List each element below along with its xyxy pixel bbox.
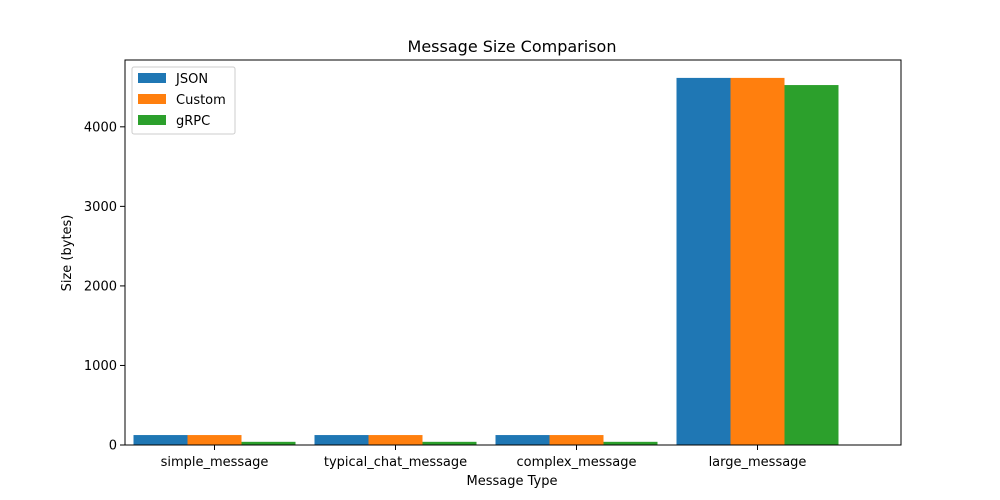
x-tick-label: simple_message (161, 455, 269, 470)
chart-title: Message Size Comparison (408, 37, 617, 56)
bar-grpc-complex_message (603, 441, 658, 445)
y-axis: 0 1000 2000 3000 4000 (84, 120, 125, 454)
bar-json-large_message (676, 77, 731, 445)
bar-custom-typical_chat_message (368, 435, 423, 445)
bar-grpc-simple_message (241, 441, 296, 445)
bar-json-complex_message (495, 435, 550, 445)
x-axis-label: Message Type (467, 474, 558, 489)
y-tick-label: 4000 (84, 120, 117, 135)
bar-custom-simple_message (187, 435, 242, 445)
plot-frame (124, 59, 902, 446)
x-tick-label: large_message (709, 455, 807, 470)
x-axis: simple_message typical_chat_message comple… (161, 445, 807, 470)
y-tick-label: 0 (109, 439, 117, 454)
x-tick-label: typical_chat_message (324, 455, 467, 470)
y-axis-label: Size (bytes) (60, 215, 75, 292)
legend-label-custom: Custom (176, 93, 226, 108)
legend-swatch-custom (138, 94, 166, 104)
bar-json-simple_message (133, 435, 188, 445)
x-tick-label: complex_message (516, 455, 636, 470)
bar-custom-large_message (730, 77, 785, 445)
bar-grpc-large_message (784, 85, 839, 445)
bar-grpc-typical_chat_message (422, 441, 477, 445)
bar-custom-complex_message (549, 435, 604, 445)
y-tick-label: 1000 (84, 359, 117, 374)
bars-group (133, 77, 839, 445)
legend-swatch-json (138, 73, 166, 83)
legend: JSON Custom gRPC (131, 66, 236, 135)
y-tick-label: 2000 (84, 279, 117, 294)
y-tick-label: 3000 (84, 200, 117, 215)
legend-label-grpc: gRPC (176, 114, 210, 129)
bar-json-typical_chat_message (314, 435, 369, 445)
legend-swatch-grpc (138, 115, 166, 125)
legend-label-json: JSON (175, 72, 208, 87)
